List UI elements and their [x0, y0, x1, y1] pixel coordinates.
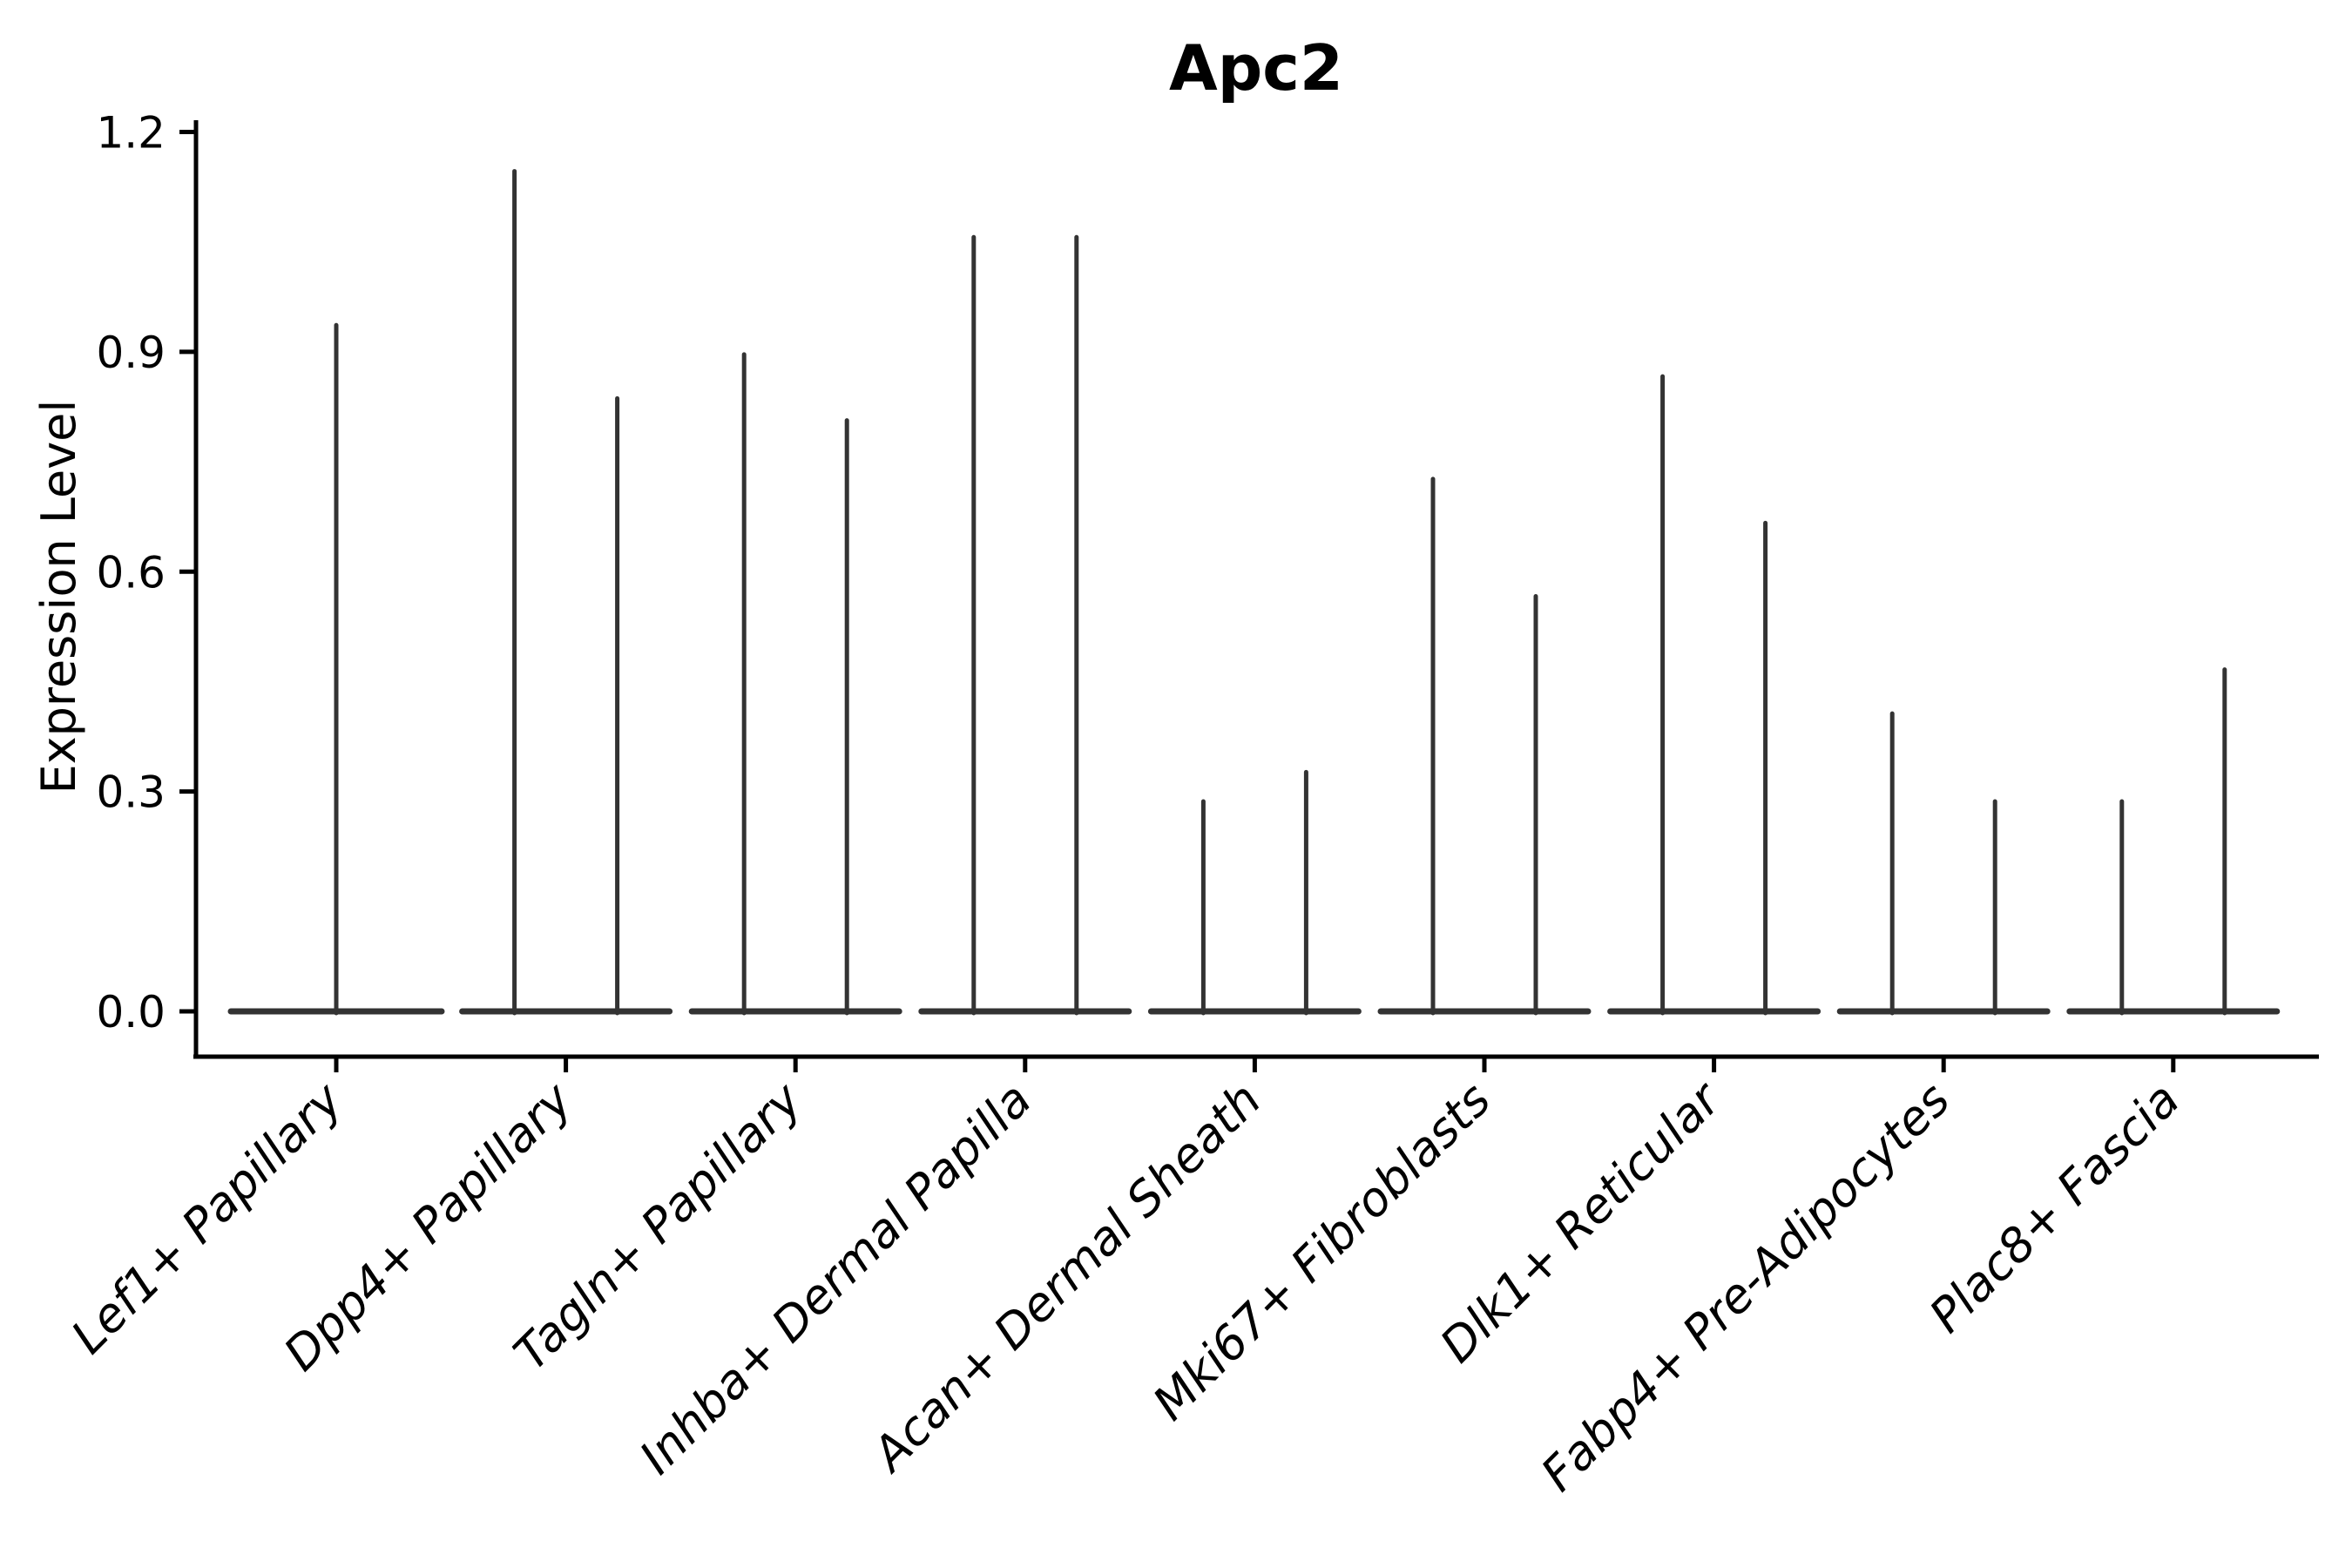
- y-axis-label: Expression Level: [31, 400, 86, 794]
- y-tick-label: 0.3: [96, 767, 166, 818]
- chart-title: Apc2: [1169, 31, 1343, 105]
- y-tick-label: 1.2: [96, 108, 166, 159]
- y-tick-label: 0.6: [96, 547, 166, 598]
- y-tick-label: 0.0: [96, 987, 166, 1037]
- y-tick-label: 0.9: [96, 328, 166, 378]
